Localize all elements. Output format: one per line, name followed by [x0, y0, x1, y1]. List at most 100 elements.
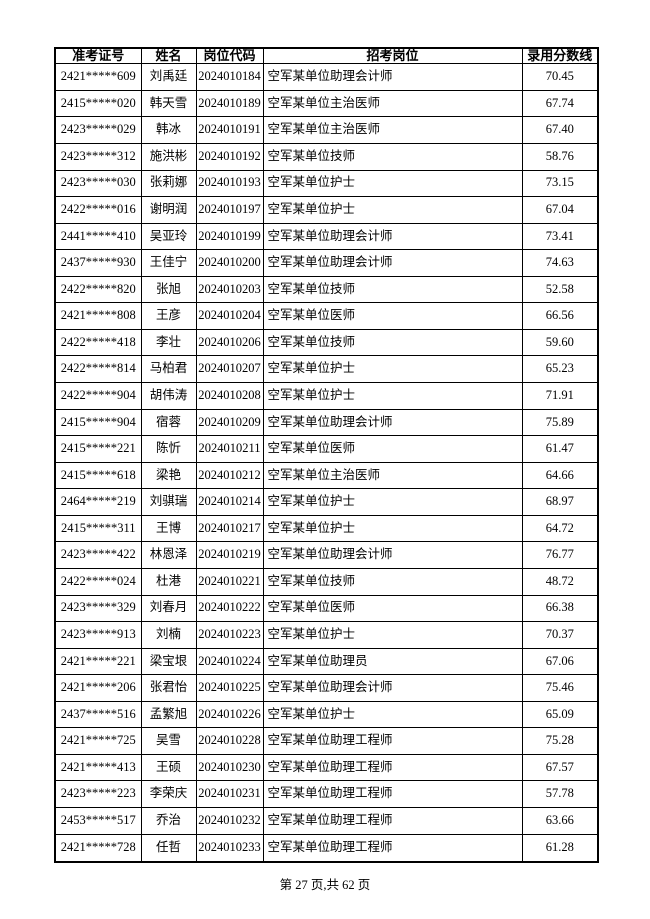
name-cell: 韩冰: [140, 116, 197, 144]
position-cell: 空军某单位医师: [262, 435, 523, 463]
score-cell: 66.38: [521, 594, 599, 623]
table-row: 2421*****221 梁宝垠 2024010224 空军某单位助理员 67.…: [54, 647, 599, 676]
score-cell: 65.23: [521, 355, 599, 384]
table-row: 2421*****728 任哲 2024010233 空军某单位助理工程师 61…: [54, 833, 599, 863]
name-cell: 李壮: [140, 328, 197, 357]
score-cell: 71.91: [521, 382, 599, 410]
name-cell: 张旭: [140, 275, 197, 304]
header-name: 姓名: [140, 47, 197, 65]
exam-id-cell: 2421*****728: [54, 833, 142, 863]
score-cell: 67.74: [521, 89, 599, 118]
exam-id-cell: 2464*****219: [54, 488, 142, 516]
position-cell: 空军某单位助理工程师: [262, 753, 523, 782]
table-row: 2437*****516 孟繁旭 2024010226 空军某单位护士 65.0…: [54, 700, 599, 729]
name-cell: 谢明润: [140, 196, 197, 224]
position-code-cell: 2024010233: [195, 833, 264, 863]
table-row: 2423*****030 张莉娜 2024010193 空军某单位护士 73.1…: [54, 169, 599, 198]
exam-id-cell: 2423*****422: [54, 541, 142, 569]
table-row: 2421*****725 吴雪 2024010228 空军某单位助理工程师 75…: [54, 727, 599, 755]
score-cell: 75.89: [521, 408, 599, 437]
name-cell: 陈忻: [140, 435, 197, 463]
score-cell: 70.37: [521, 621, 599, 649]
name-cell: 施洪彬: [140, 142, 197, 171]
name-cell: 王博: [140, 514, 197, 543]
position-code-cell: 2024010228: [195, 727, 264, 755]
position-code-cell: 2024010225: [195, 674, 264, 702]
score-cell: 64.66: [521, 461, 599, 490]
score-cell: 75.46: [521, 674, 599, 702]
exam-id-cell: 2422*****904: [54, 382, 142, 410]
exam-id-cell: 2423*****030: [54, 169, 142, 198]
name-cell: 王彦: [140, 302, 197, 330]
score-cell: 67.40: [521, 116, 599, 144]
exam-id-cell: 2422*****024: [54, 567, 142, 596]
position-cell: 空军某单位技师: [262, 275, 523, 304]
position-cell: 空军某单位护士: [262, 514, 523, 543]
exam-id-cell: 2421*****609: [54, 63, 142, 91]
exam-id-cell: 2423*****312: [54, 142, 142, 171]
position-code-cell: 2024010191: [195, 116, 264, 144]
position-cell: 空军某单位护士: [262, 488, 523, 516]
table-row: 2421*****413 王硕 2024010230 空军某单位助理工程师 67…: [54, 753, 599, 782]
name-cell: 王硕: [140, 753, 197, 782]
table-row: 2464*****219 刘骐瑞 2024010214 空军某单位护士 68.9…: [54, 488, 599, 516]
name-cell: 乔治: [140, 807, 197, 835]
position-cell: 空军某单位主治医师: [262, 461, 523, 490]
table-row: 2441*****410 吴亚玲 2024010199 空军某单位助理会计师 7…: [54, 222, 599, 251]
table-row: 2421*****609 刘禹廷 2024010184 空军某单位助理会计师 7…: [54, 63, 599, 91]
exam-id-cell: 2422*****820: [54, 275, 142, 304]
name-cell: 韩天雪: [140, 89, 197, 118]
table-row: 2415*****618 梁艳 2024010212 空军某单位主治医师 64.…: [54, 461, 599, 490]
position-cell: 空军某单位助理工程师: [262, 727, 523, 755]
page-footer: 第 27 页,共 62 页: [279, 878, 371, 892]
position-code-cell: 2024010230: [195, 753, 264, 782]
position-cell: 空军某单位主治医师: [262, 89, 523, 118]
position-code-cell: 2024010193: [195, 169, 264, 198]
table-row: 2415*****221 陈忻 2024010211 空军某单位医师 61.47: [54, 435, 599, 463]
table-row: 2422*****016 谢明润 2024010197 空军某单位护士 67.0…: [54, 196, 599, 224]
exam-id-cell: 2415*****221: [54, 435, 142, 463]
position-cell: 空军某单位护士: [262, 196, 523, 224]
position-cell: 空军某单位助理会计师: [262, 249, 523, 277]
position-cell: 空军某单位助理会计师: [262, 674, 523, 702]
exam-id-cell: 2421*****808: [54, 302, 142, 330]
name-cell: 林恩泽: [140, 541, 197, 569]
position-cell: 空军某单位助理工程师: [262, 807, 523, 835]
score-cell: 75.28: [521, 727, 599, 755]
exam-id-cell: 2423*****029: [54, 116, 142, 144]
name-cell: 马柏君: [140, 355, 197, 384]
table-row: 2423*****422 林恩泽 2024010219 空军某单位助理会计师 7…: [54, 541, 599, 569]
position-code-cell: 2024010219: [195, 541, 264, 569]
position-code-cell: 2024010221: [195, 567, 264, 596]
position-cell: 空军某单位医师: [262, 302, 523, 330]
table-row: 2422*****814 马柏君 2024010207 空军某单位护士 65.2…: [54, 355, 599, 384]
position-cell: 空军某单位助理会计师: [262, 63, 523, 91]
exam-id-cell: 2415*****020: [54, 89, 142, 118]
position-cell: 空军某单位护士: [262, 382, 523, 410]
score-cell: 65.09: [521, 700, 599, 729]
name-cell: 李荣庆: [140, 780, 197, 809]
header-position-code: 岗位代码: [195, 47, 264, 65]
score-cell: 64.72: [521, 514, 599, 543]
name-cell: 刘楠: [140, 621, 197, 649]
score-cell: 67.06: [521, 647, 599, 676]
score-cell: 61.28: [521, 833, 599, 863]
position-code-cell: 2024010211: [195, 435, 264, 463]
exam-id-cell: 2453*****517: [54, 807, 142, 835]
position-code-cell: 2024010204: [195, 302, 264, 330]
score-cell: 52.58: [521, 275, 599, 304]
name-cell: 杜港: [140, 567, 197, 596]
score-cell: 76.77: [521, 541, 599, 569]
name-cell: 王佳宁: [140, 249, 197, 277]
score-cell: 57.78: [521, 780, 599, 809]
table-row: 2422*****418 李壮 2024010206 空军某单位技师 59.60: [54, 328, 599, 357]
score-cell: 74.63: [521, 249, 599, 277]
position-cell: 空军某单位护士: [262, 700, 523, 729]
position-cell: 空军某单位助理会计师: [262, 541, 523, 569]
name-cell: 胡伟涛: [140, 382, 197, 410]
exam-id-cell: 2415*****311: [54, 514, 142, 543]
name-cell: 刘禹廷: [140, 63, 197, 91]
exam-id-cell: 2437*****516: [54, 700, 142, 729]
exam-id-cell: 2421*****725: [54, 727, 142, 755]
